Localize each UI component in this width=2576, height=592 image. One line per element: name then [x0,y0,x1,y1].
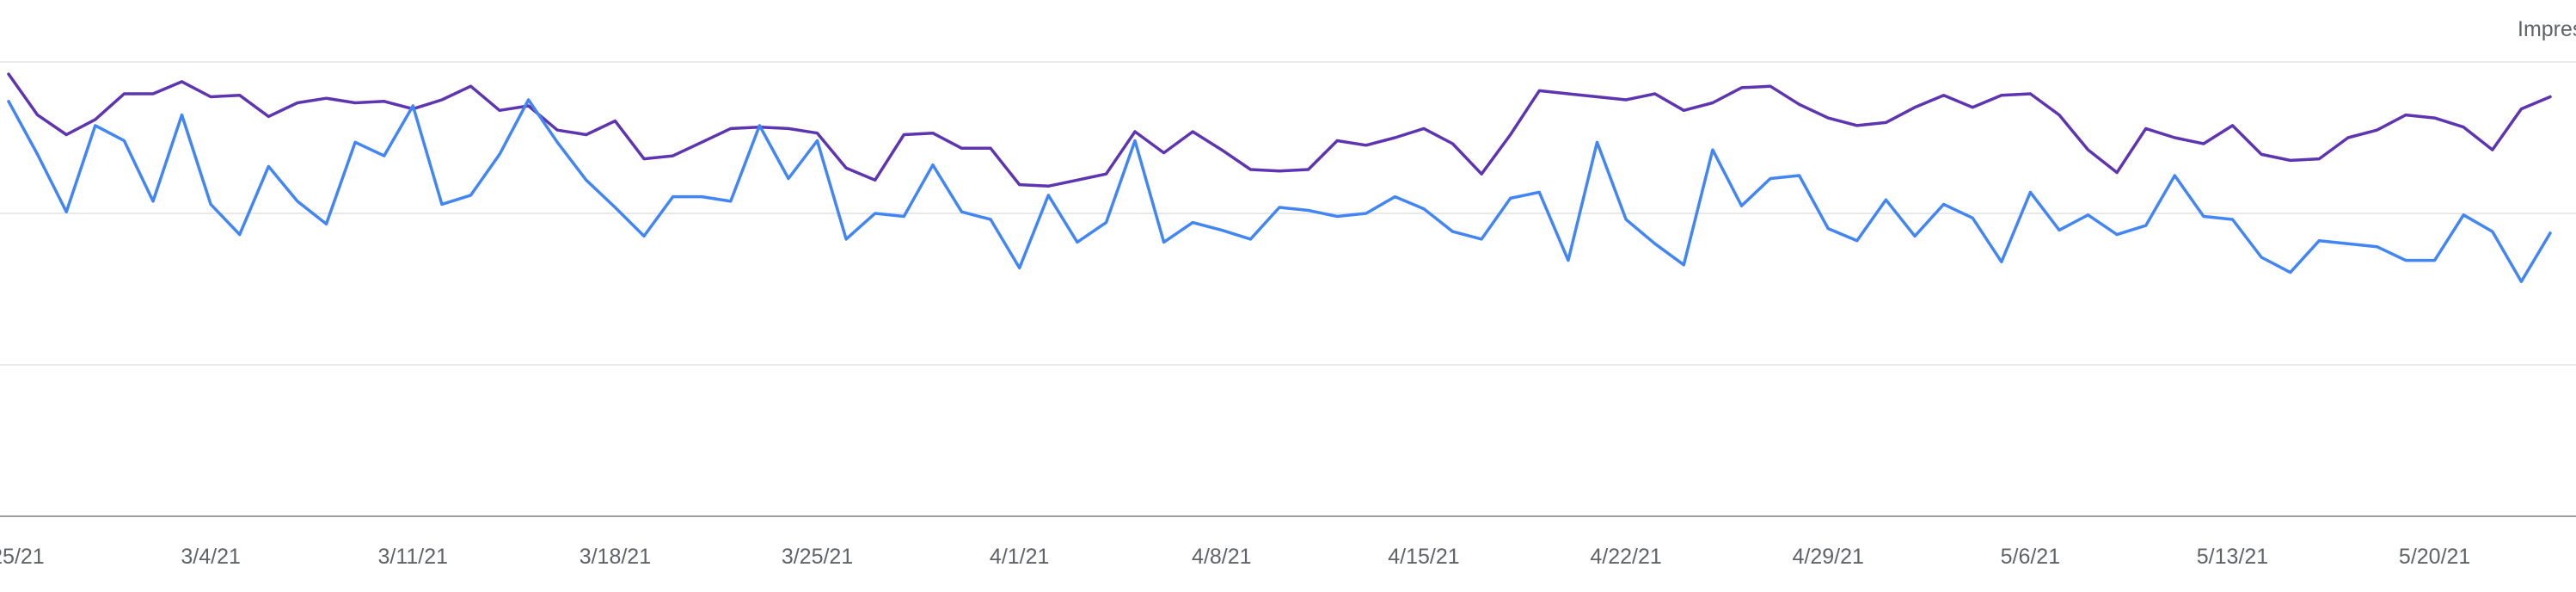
x-tick-label: 2/25/21 [0,545,45,569]
series-line-1[interactable] [7,72,2552,188]
x-axis-tick-labels: 2/25/21 3/4/21 3/11/21 3/18/21 3/25/21 4/1/21… [0,545,2470,569]
x-tick-label: 4/15/21 [1388,545,1459,569]
x-tick-label: 4/1/21 [990,545,1050,569]
x-tick-label: 3/4/21 [181,545,241,569]
series-line-2[interactable] [7,98,2552,283]
x-tick-label: 4/29/21 [1793,545,1864,569]
x-tick-label: 3/25/21 [782,545,853,569]
series-lines [7,72,2552,283]
x-tick-label: 3/11/21 [377,545,448,569]
legend-label-impressions[interactable]: Impres [2518,17,2576,41]
x-tick-label: 5/13/21 [2197,545,2268,569]
x-tick-label: 5/20/21 [2399,545,2470,569]
gridlines [0,61,2576,366]
x-tick-label: 4/22/21 [1590,545,1661,569]
x-tick-label: 4/8/21 [1192,545,1252,569]
x-tick-label: 5/6/21 [2001,545,2061,569]
x-tick-label: 3/18/21 [580,545,651,569]
